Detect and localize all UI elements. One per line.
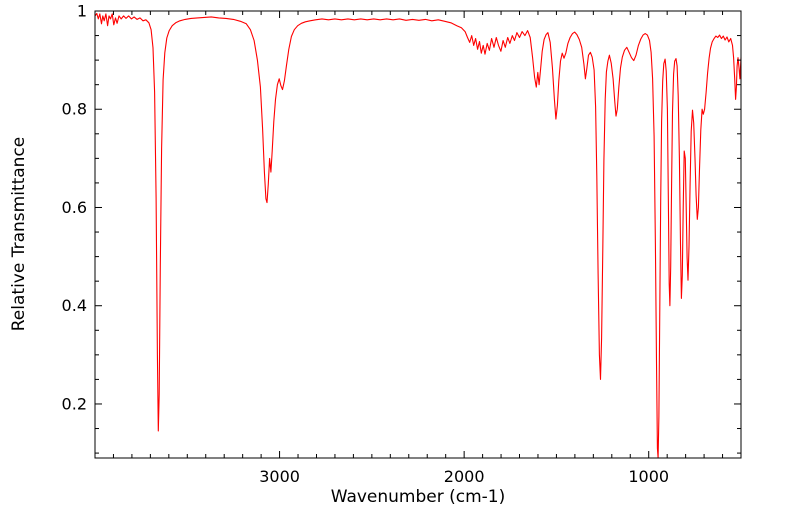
plot-frame (94, 10, 742, 459)
x-axis-title: Wavenumber (cm-1) (330, 487, 506, 507)
y-tick-label: 0.8 (62, 100, 87, 119)
y-tick-label: 0.6 (62, 198, 87, 217)
y-tick-label: 1 (77, 2, 87, 21)
x-tick-label: 2000 (444, 467, 485, 486)
y-tick-label: 0.4 (62, 296, 87, 315)
x-tick-label: 3000 (259, 467, 300, 486)
x-tick-label: 1000 (628, 467, 669, 486)
spectrum-line (94, 12, 742, 459)
y-tick-label: 0.2 (62, 394, 87, 413)
y-axis-title: Relative Transmittance (9, 136, 29, 332)
